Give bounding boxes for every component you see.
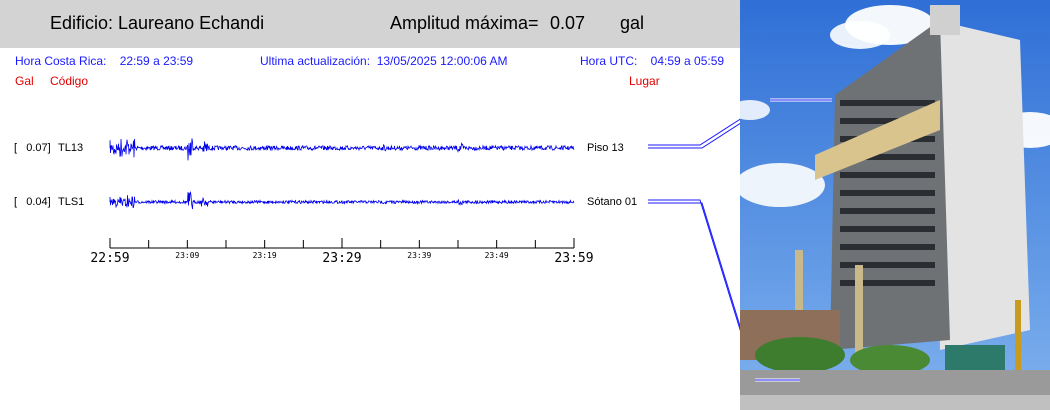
column-place: Lugar xyxy=(629,74,660,88)
building-photo xyxy=(740,0,1050,410)
utc-time-range: Hora UTC: 04:59 a 05:59 xyxy=(580,54,725,68)
trace-place-tls1: Sótano 01 xyxy=(587,196,638,208)
time-axis-label: 23:29 xyxy=(322,251,361,266)
trace-tls1 xyxy=(109,190,575,210)
header-bar: Edificio: Laureano Echandi Amplitud máxi… xyxy=(0,0,740,48)
leader-line-tl13 xyxy=(648,122,740,149)
time-axis-label: 23:49 xyxy=(485,251,509,260)
building-title: Edificio: Laureano Echandi xyxy=(50,13,265,33)
seismogram-plot: 22:59 23:29 23:59 23:09 23:19 23:39 23:49 xyxy=(90,118,740,332)
local-time-range: Hora Costa Rica: 22:59 a 23:59 xyxy=(15,54,194,68)
leader-line-tls1 xyxy=(648,199,740,332)
max-amplitude-unit: gal xyxy=(620,13,645,33)
trace-code-tl13: TL13 xyxy=(58,142,84,154)
column-code: Código xyxy=(50,74,89,88)
time-axis-label: 23:39 xyxy=(407,251,431,260)
trace-code-tls1: TLS1 xyxy=(58,196,85,208)
time-axis-label: 23:59 xyxy=(554,251,593,266)
trace-gal-tls1: [ 0.04] xyxy=(14,196,51,208)
leader-line-tl13 xyxy=(648,118,740,146)
leader-line-tls1 xyxy=(648,202,740,328)
time-axis-label: 23:19 xyxy=(253,251,277,260)
trace-tl13 xyxy=(109,138,575,161)
max-amplitude-label: Amplitud máxima= xyxy=(390,13,539,33)
trace-gal-tl13: [ 0.07] xyxy=(14,142,51,154)
last-update: Ultima actualización: 13/05/2025 12:00:0… xyxy=(260,54,508,68)
time-axis-label: 22:59 xyxy=(90,251,129,266)
max-amplitude-value: 0.07 xyxy=(550,13,586,33)
time-axis-label: 23:09 xyxy=(175,251,199,260)
column-gal: Gal xyxy=(15,74,34,88)
trace-place-tl13: Piso 13 xyxy=(587,142,624,154)
